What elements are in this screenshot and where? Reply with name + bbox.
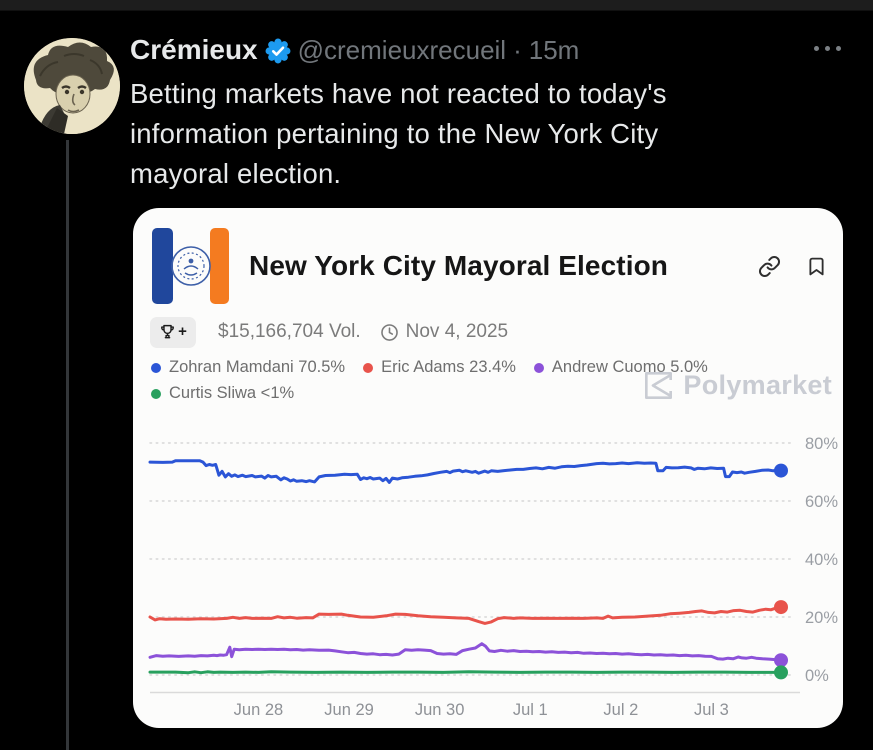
legend-item: Zohran Mamdani 70.5% [151,358,345,377]
more-menu-button[interactable] [809,38,845,58]
end-date: Nov 4, 2025 [380,321,508,343]
svg-text:Jul 2: Jul 2 [603,701,638,719]
price-chart: 80% 60% 40% 20% 0% Jun 28 Jun 29 Jun 30 Jul 1 Jul… [148,435,838,719]
card-header: New York City Mayoral Election [133,208,843,304]
svg-text:Jul 3: Jul 3 [694,701,729,719]
svg-text:0%: 0% [805,667,829,685]
tweet-text-line: Betting markets have not reacted to toda… [130,78,667,109]
post-header: Crémieux @cremieuxrecueil · 15m [130,34,790,66]
avatar-caricature [24,38,120,134]
tweet-text: Betting markets have not reacted to toda… [130,74,810,194]
legend-label: Andrew Cuomo 5.0% [551,358,708,376]
card-header-icons [758,255,827,278]
timestamp[interactable]: 15m [528,34,580,65]
avatar[interactable] [24,38,120,134]
separator-dot: · [513,34,522,65]
legend-item: Eric Adams 23.4% [363,358,516,377]
legend-dot [151,388,161,399]
svg-text:80%: 80% [805,435,838,453]
thread-connector-line [66,140,69,750]
svg-text:40%: 40% [805,551,838,569]
tweet-text-line: information pertaining to the New York C… [130,118,659,149]
legend-label: Eric Adams 23.4% [381,358,516,376]
legend-dot [151,362,161,373]
market-title: New York City Mayoral Election [249,250,668,281]
svg-text:20%: 20% [805,609,838,627]
legend-label: Zohran Mamdani 70.5% [169,358,346,376]
verified-badge-icon [265,38,291,64]
bookmark-icon[interactable] [806,255,827,278]
legend-item: Andrew Cuomo 5.0% [533,358,708,377]
legend-label: Curtis Sliwa <1% [169,384,295,402]
svg-text:Jun 28: Jun 28 [234,701,284,719]
trophy-plus-label: + [178,323,187,340]
polymarket-logo-icon [645,371,673,400]
svg-text:Jun 29: Jun 29 [324,701,374,719]
chart-legend: Zohran Mamdani 70.5% Eric Adams 23.4% Andr… [151,358,711,403]
polymarket-watermark-text: Polymarket [683,370,832,400]
tweet-text-line: mayoral election. [130,158,342,189]
svg-text:Jul 1: Jul 1 [513,701,548,719]
market-meta-row: + $15,166,704 Vol. Nov 4, 2025 [150,316,508,348]
legend-dot [533,362,544,373]
polymarket-watermark: Polymarket [643,370,832,401]
svg-text:60%: 60% [805,493,838,511]
copy-link-icon[interactable] [758,255,781,278]
legend-item: Curtis Sliwa <1% [151,384,294,403]
clock-icon [380,323,398,341]
svg-text:Jun 30: Jun 30 [415,701,465,719]
status-bar-strip [0,0,873,11]
volume-text: $15,166,704 Vol. [218,321,361,342]
author-handle[interactable]: @cremieuxrecueil [297,34,507,65]
trophy-icon [161,324,175,339]
end-date-text: Nov 4, 2025 [405,321,509,342]
leaderboard-chip[interactable]: + [150,316,196,348]
author-name[interactable]: Crémieux [130,34,258,65]
legend-dot [363,362,374,373]
polymarket-card[interactable]: New York City Mayoral Election + $15,166… [133,208,843,728]
nyc-flag-icon [152,228,229,304]
